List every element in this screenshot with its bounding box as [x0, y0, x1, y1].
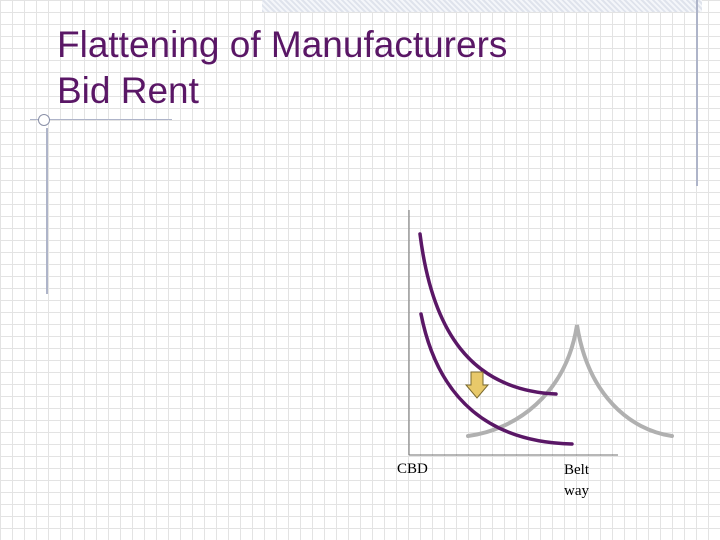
decorative-top-band — [262, 0, 702, 12]
crosshair-icon — [38, 114, 50, 126]
beltway-bid-rent-curve — [466, 324, 674, 438]
slide-title-line2: Bid Rent — [57, 70, 199, 111]
cbd-label: CBD — [397, 461, 428, 477]
beltway-label-line1: Belt — [564, 462, 589, 478]
beltway-label: Belt way — [564, 460, 614, 502]
beltway-label-line2: way — [564, 483, 589, 499]
flattened-bid-rent-curve — [419, 312, 574, 446]
slide-title-line1: Flattening of Manufacturers — [57, 24, 508, 65]
slide-title: Flattening of Manufacturers Bid Rent — [57, 22, 507, 114]
original-bid-rent-curve — [418, 232, 558, 396]
decorative-right-rule — [696, 0, 698, 186]
down-arrow-icon — [464, 371, 490, 399]
decorative-left-rule — [46, 128, 48, 294]
decorative-title-underline — [30, 119, 172, 120]
